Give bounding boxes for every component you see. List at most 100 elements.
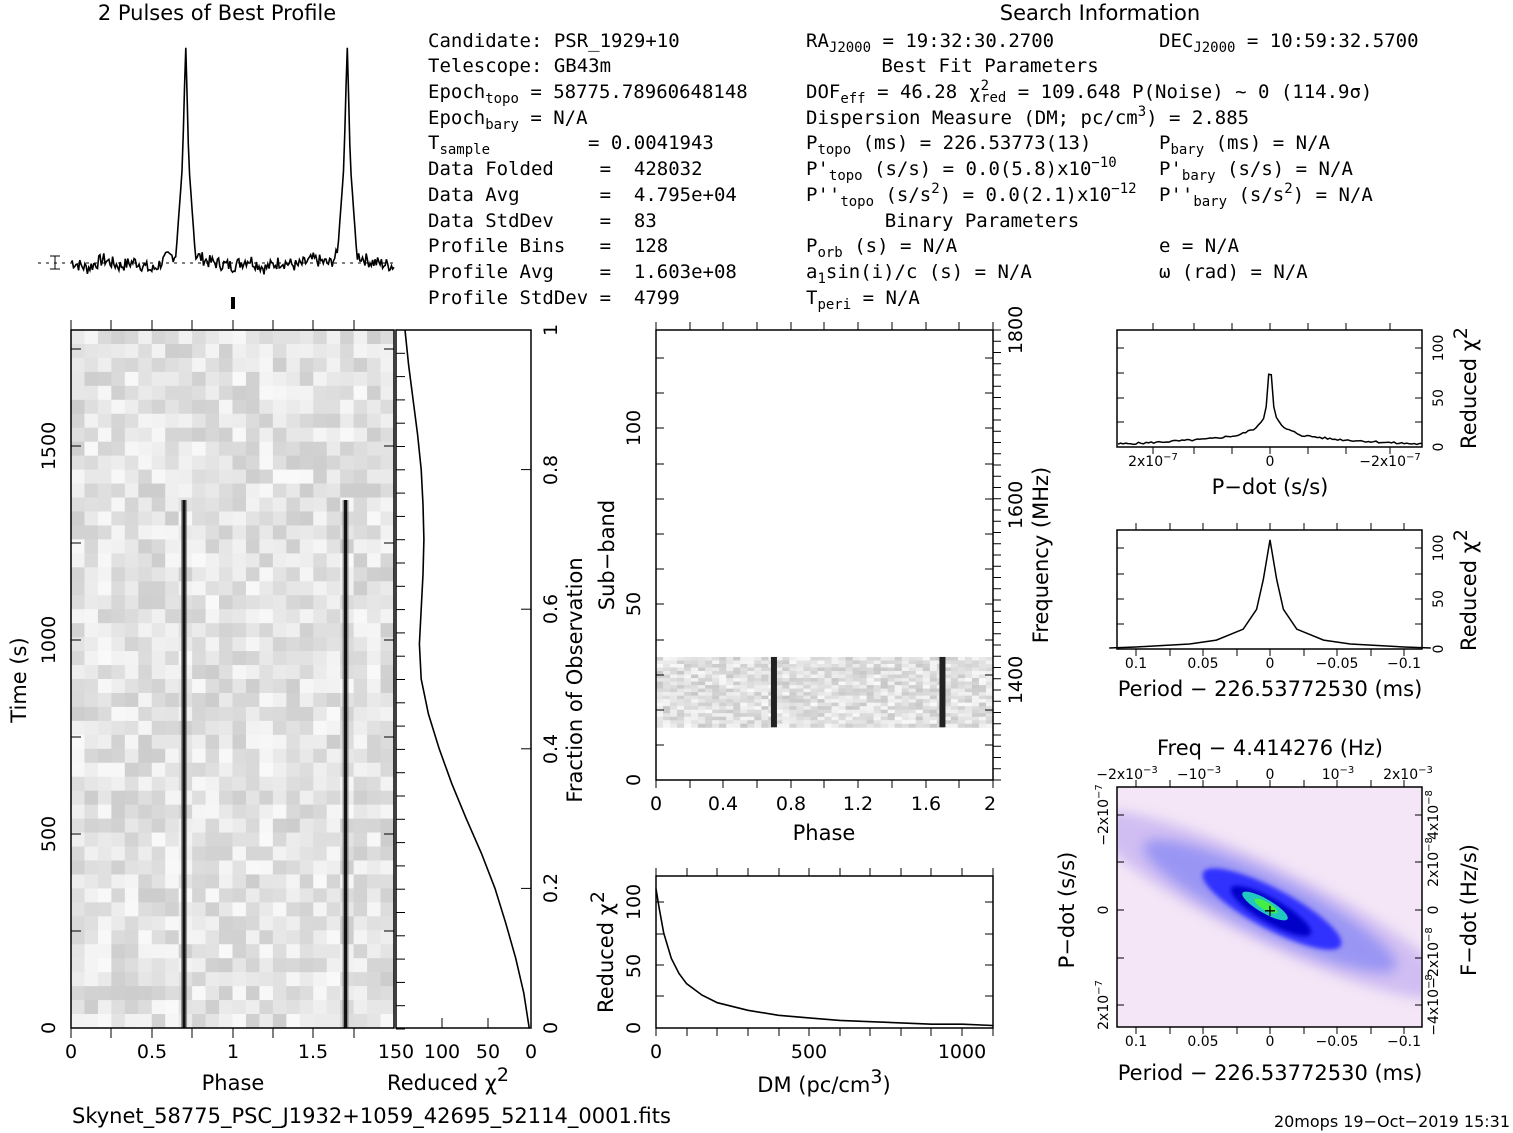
subband-cell [950,671,959,676]
subband-cell [712,713,720,718]
subband-cell [754,695,762,700]
time-phase-cell [259,790,274,806]
subband-cell [887,713,896,718]
subband-cell [677,671,685,676]
time-phase-cell [245,595,260,610]
subband-cell [950,702,959,707]
subband-cell [698,688,706,693]
subband-cell [985,692,994,697]
subband-cell [684,713,692,718]
subband-cell [901,695,910,700]
time-phase-cell [97,371,112,387]
subband-cell [845,723,854,728]
subband-cell [810,667,818,672]
subband-cell [957,681,966,686]
time-phase-cell [219,357,233,373]
subband-cell [964,692,973,697]
time-phase-cell [272,986,287,1001]
subband-cell [978,706,987,711]
time-phase-cell [138,776,153,792]
time-phase-cell [353,930,368,945]
time-phase-cell [124,343,139,359]
subband-cell [698,695,706,700]
subband-cell [782,709,790,714]
subband-cell [950,720,959,725]
time-phase-cell [313,441,328,457]
subband-cell [880,674,889,679]
time-phase-cell [97,609,112,624]
period-xlabel: Period − 226.53772530 (ms) [1118,677,1423,701]
subband-cell [859,688,868,693]
time-phase-cell [165,357,180,373]
subband-cell [894,674,903,679]
time-phase-cell [111,1000,126,1015]
time-phase-cell [165,790,180,806]
time-phase-cell [380,455,395,471]
time-phase-cell [259,916,274,931]
subband-cell [726,660,734,665]
subband-cell [887,702,896,707]
subband-cell [929,716,938,721]
subband-cell [747,671,755,676]
subband-cell [719,678,727,683]
subband-cell [915,671,924,676]
subband-cell [691,713,699,718]
pp-panel: Freq − 4.414276 (Hz) + 0.1 0.05 0 −0.05 … [1055,736,1481,1085]
time-phase-cell [97,1000,112,1015]
subband-cell [838,688,847,693]
subband-cell [873,667,882,672]
profile-title: 2 Pulses of Best Profile [98,1,336,25]
time-phase-cell [272,581,287,596]
time-phase-cell [299,595,314,610]
subband-cell [761,709,769,714]
time-phase-cell [232,651,247,666]
subband-cell [852,667,861,672]
chi2-time-y2tick-0: 0 [540,1022,562,1034]
pp-xtick-3: −0.05 [1316,1034,1359,1050]
subband-cell [901,667,910,672]
time-phase-cell [326,916,341,931]
time-phase-cell [326,330,341,345]
time-phase-cell [165,539,180,554]
subband-cell [691,699,699,704]
time-phase-cell [111,567,126,582]
subband-cell [712,723,720,728]
info-telescope: Telescope: GB43m [428,55,611,77]
subband-cell [747,681,755,686]
time-phase-cell [205,581,220,596]
time-phase-cell [205,790,220,806]
subband-cell [656,706,664,711]
time-phase-cell [299,692,314,708]
time-phase-cell [245,330,260,345]
time-phase-cell [205,413,220,429]
time-phase-cell [299,706,314,722]
subband-cell [719,685,727,690]
time-phase-cell [272,539,287,554]
subband-cell [943,688,952,693]
subband-cell [985,699,994,704]
subband-cell [740,678,748,683]
time-phase-cell [84,1014,99,1029]
subband-cell [691,674,699,679]
subband-cell [705,660,713,665]
time-phase-cell [313,1000,328,1015]
time-phase-cell [84,483,99,499]
time-phase-cell [84,567,99,582]
time-phase-cell [219,553,233,568]
time-phase-cell [353,511,368,526]
time-phase-cell [151,665,166,680]
subband-cell [824,720,833,725]
time-phase-cell [178,413,193,429]
subband-cell [656,681,664,686]
time-phase-cell [192,692,207,708]
time-phase-cell [286,385,301,401]
time-phase-cell [245,986,260,1001]
time-phase-cell [259,902,274,917]
subband-cell [887,674,896,679]
time-phase-cell [380,958,395,973]
subband-cell [915,702,924,707]
time-phase-cell [299,790,314,806]
time-phase-cell [286,595,301,610]
time-phase-cell [151,455,166,471]
